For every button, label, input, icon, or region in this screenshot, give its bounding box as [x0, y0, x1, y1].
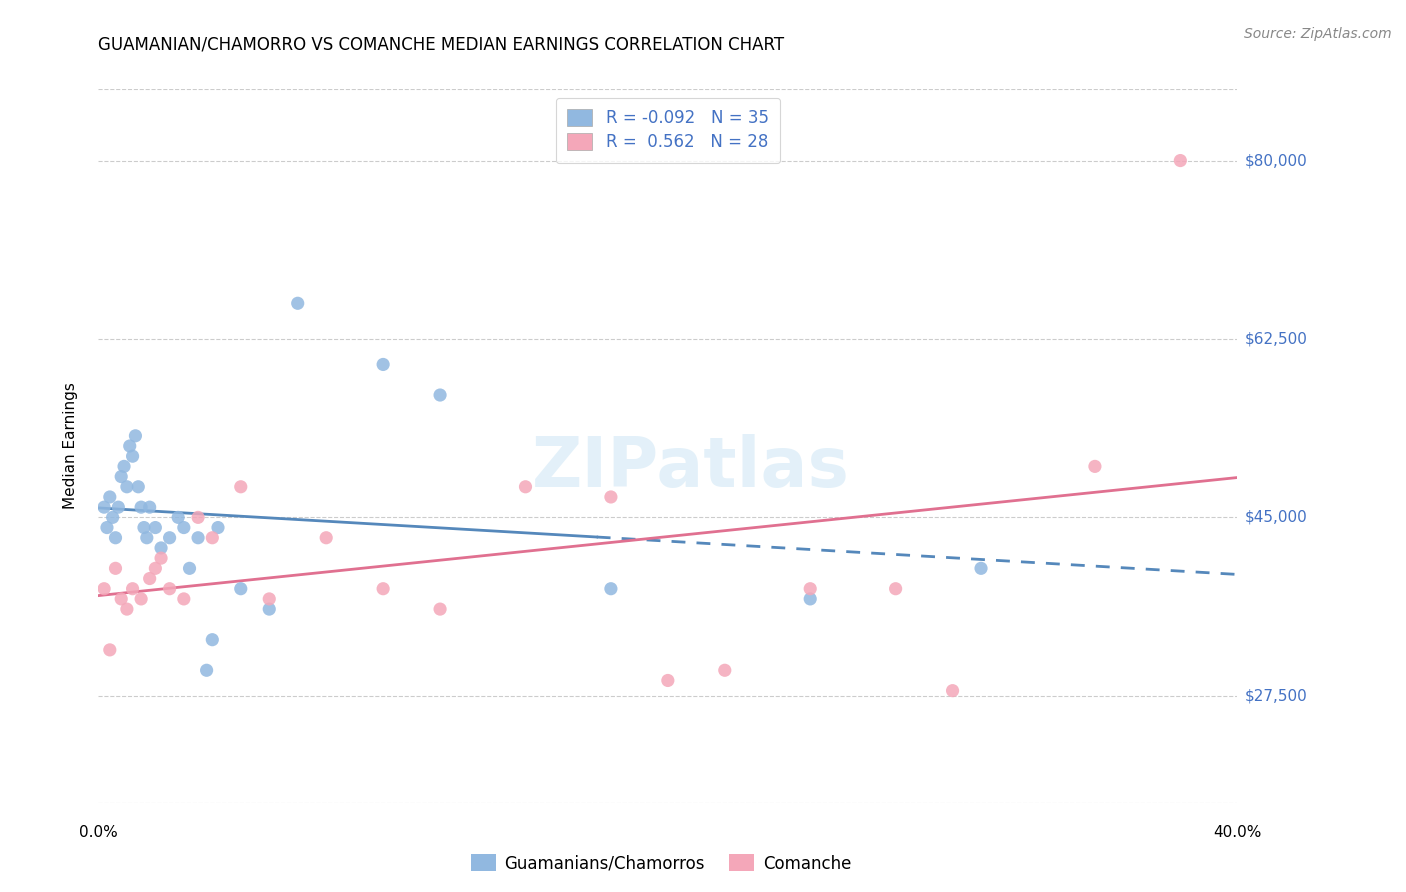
- Point: [259, 602, 281, 616]
- Point: [107, 500, 129, 515]
- Point: [127, 480, 149, 494]
- Point: [173, 591, 195, 606]
- Point: [259, 591, 281, 606]
- Point: [96, 520, 118, 534]
- Point: [201, 531, 224, 545]
- Point: [942, 683, 965, 698]
- Point: [159, 531, 181, 545]
- Point: [179, 561, 201, 575]
- Point: [132, 520, 155, 534]
- Point: [112, 459, 135, 474]
- Point: [195, 663, 218, 677]
- Point: [315, 531, 337, 545]
- Point: [98, 643, 121, 657]
- Point: [150, 551, 173, 566]
- Point: [93, 582, 115, 596]
- Point: [201, 632, 224, 647]
- Point: [429, 602, 451, 616]
- Point: [173, 520, 195, 534]
- Point: [515, 480, 537, 494]
- Text: $45,000: $45,000: [1244, 510, 1308, 524]
- Point: [714, 663, 737, 677]
- Point: [1084, 459, 1107, 474]
- Point: [110, 591, 132, 606]
- Legend: R = -0.092   N = 35, R =  0.562   N = 28: R = -0.092 N = 35, R = 0.562 N = 28: [555, 97, 780, 163]
- Point: [657, 673, 679, 688]
- Point: [118, 439, 141, 453]
- Point: [145, 520, 167, 534]
- Legend: Guamanians/Chamorros, Comanche: Guamanians/Chamorros, Comanche: [464, 847, 858, 880]
- Point: [110, 469, 132, 483]
- Point: [373, 358, 395, 372]
- Text: 0.0%: 0.0%: [79, 825, 118, 840]
- Point: [1170, 153, 1192, 168]
- Point: [104, 561, 127, 575]
- Point: [121, 449, 143, 463]
- Point: [115, 480, 138, 494]
- Point: [124, 429, 146, 443]
- Point: [129, 591, 152, 606]
- Point: [138, 500, 160, 515]
- Point: [373, 582, 395, 596]
- Point: [150, 541, 173, 555]
- Text: $80,000: $80,000: [1244, 153, 1308, 168]
- Point: [884, 582, 907, 596]
- Point: [799, 582, 821, 596]
- Y-axis label: Median Earnings: Median Earnings: [63, 383, 77, 509]
- Text: GUAMANIAN/CHAMORRO VS COMANCHE MEDIAN EARNINGS CORRELATION CHART: GUAMANIAN/CHAMORRO VS COMANCHE MEDIAN EA…: [98, 36, 785, 54]
- Point: [93, 500, 115, 515]
- Point: [600, 490, 623, 504]
- Point: [104, 531, 127, 545]
- Point: [970, 561, 993, 575]
- Point: [229, 480, 252, 494]
- Point: [187, 510, 209, 524]
- Point: [429, 388, 451, 402]
- Text: $27,500: $27,500: [1244, 689, 1308, 703]
- Point: [101, 510, 124, 524]
- Point: [98, 490, 121, 504]
- Text: ZIPatlas: ZIPatlas: [531, 434, 849, 501]
- Text: Source: ZipAtlas.com: Source: ZipAtlas.com: [1244, 27, 1392, 41]
- Text: 40.0%: 40.0%: [1213, 825, 1261, 840]
- Point: [115, 602, 138, 616]
- Point: [135, 531, 157, 545]
- Point: [187, 531, 209, 545]
- Point: [129, 500, 152, 515]
- Point: [287, 296, 309, 310]
- Point: [600, 582, 623, 596]
- Point: [138, 572, 160, 586]
- Point: [159, 582, 181, 596]
- Point: [121, 582, 143, 596]
- Point: [229, 582, 252, 596]
- Point: [167, 510, 190, 524]
- Point: [145, 561, 167, 575]
- Point: [799, 591, 821, 606]
- Point: [207, 520, 229, 534]
- Text: $62,500: $62,500: [1244, 332, 1308, 346]
